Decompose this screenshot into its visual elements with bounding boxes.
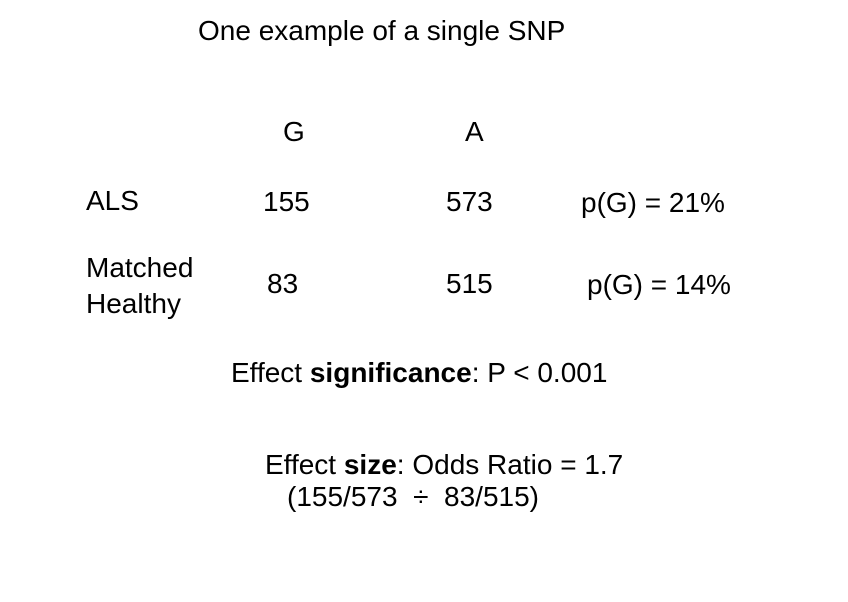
effect-size-value: : Odds Ratio = 1.7 (396, 449, 624, 480)
effect-size-text: Effect size: Odds Ratio = 1.7 (265, 449, 623, 481)
column-header-a: A (465, 116, 484, 147)
effect-size-bold-word: size (343, 449, 397, 480)
cell-matched-healthy-g-count: 83 (267, 268, 299, 299)
row-label-matched-healthy: Matched Healthy (86, 252, 194, 319)
effect-significance-bold-word: significance (309, 357, 472, 388)
cell-als-g-count: 155 (263, 186, 310, 217)
odds-ratio-calculation: (155/573 ÷ 83/515) (287, 481, 539, 512)
effect-size-prefix: Effect (265, 449, 344, 480)
row-label-als: ALS (86, 185, 139, 216)
effect-significance-prefix: Effect (231, 357, 310, 388)
cell-als-a-count: 573 (446, 186, 493, 217)
cell-matched-healthy-a-count: 515 (446, 268, 493, 299)
matched-healthy-allele-frequency: p(G) = 14% (587, 269, 731, 300)
effect-significance-text: Effect significance: P < 0.001 (231, 357, 607, 389)
als-allele-frequency: p(G) = 21% (581, 187, 725, 218)
column-header-g: G (283, 116, 305, 147)
effect-significance-value: : P < 0.001 (471, 357, 608, 388)
slide-title: One example of a single SNP (198, 15, 566, 46)
